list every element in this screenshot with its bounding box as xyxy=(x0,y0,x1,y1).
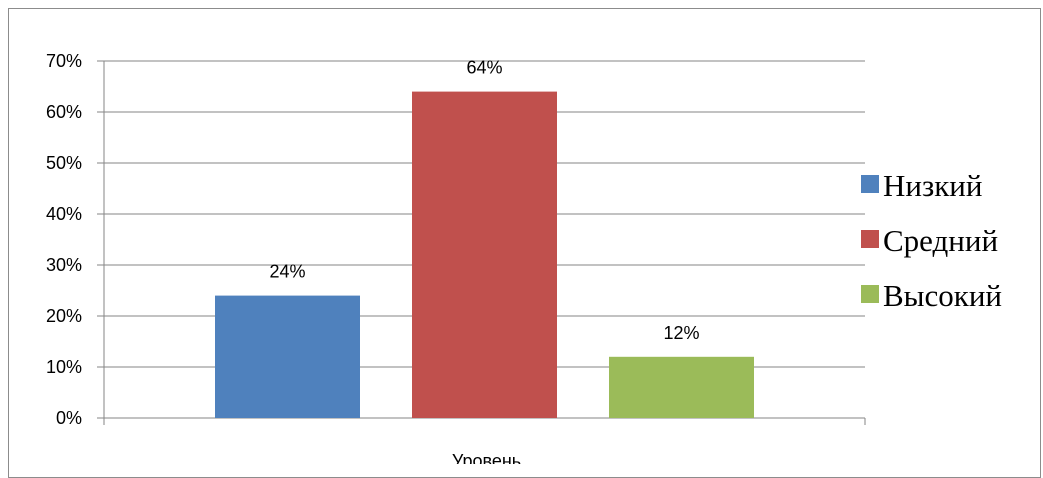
data-labels: 24% 64% 12% xyxy=(269,58,699,343)
legend: Низкий Средний Высокий xyxy=(861,168,1002,313)
legend-swatch-1 xyxy=(861,175,879,193)
bar-1 xyxy=(215,295,360,418)
y-tick-label: 70% xyxy=(46,51,82,71)
x-axis-title: Уровень xyxy=(452,451,521,464)
legend-label-3: Высокий xyxy=(883,278,1002,313)
y-tick-label: 60% xyxy=(46,102,82,122)
y-tick-label: 0% xyxy=(56,408,82,428)
legend-swatch-2 xyxy=(861,230,879,248)
y-tick-label: 40% xyxy=(46,204,82,224)
data-label-2: 64% xyxy=(466,58,502,78)
data-label-1: 24% xyxy=(269,262,305,282)
bar-chart: 0% 10% 20% 30% 40% 50% 60% 70% 24% 64% 12% Уровен… xyxy=(46,51,1002,464)
y-axis-ticks: 0% 10% 20% 30% 40% 50% 60% 70% xyxy=(46,51,104,428)
legend-label-2: Средний xyxy=(883,223,998,258)
y-tick-label: 30% xyxy=(46,255,82,275)
bars xyxy=(215,91,754,418)
y-tick-label: 10% xyxy=(46,357,82,377)
bar-2 xyxy=(412,91,557,418)
legend-swatch-3 xyxy=(861,285,879,303)
bar-3 xyxy=(609,356,754,418)
y-tick-label: 20% xyxy=(46,306,82,326)
legend-label-1: Низкий xyxy=(883,168,982,203)
y-tick-label: 50% xyxy=(46,153,82,173)
data-label-3: 12% xyxy=(663,323,699,343)
